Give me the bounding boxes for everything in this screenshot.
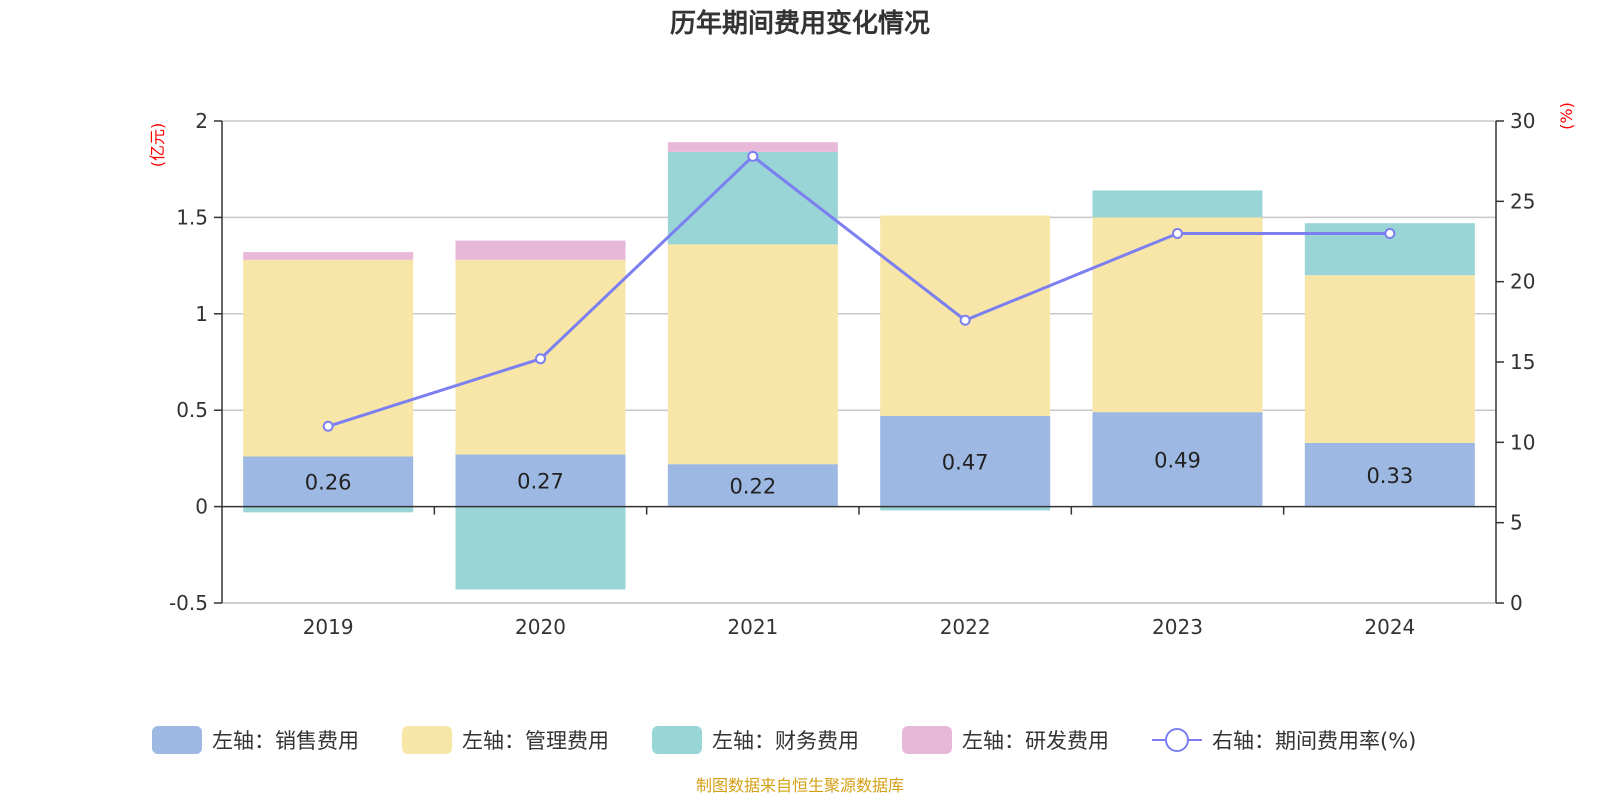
legend-label: 左轴：财务费用 — [712, 729, 859, 753]
legend-swatch — [652, 726, 702, 754]
left-axis-tick-label: 0 — [195, 495, 208, 519]
bar-segment — [455, 240, 626, 260]
rate-point — [535, 353, 546, 365]
left-axis-tick-label: 2 — [195, 109, 208, 133]
rate-point — [747, 150, 759, 162]
bar-segment — [1092, 412, 1263, 507]
bar-segment — [667, 142, 838, 152]
left-axis-unit: (亿元) — [148, 123, 167, 168]
legend-swatch — [902, 726, 952, 754]
right-axis-unit: (%) — [1557, 102, 1576, 130]
rate-line-path — [327, 154, 1390, 428]
x-axis-tick-label: 2019 — [303, 615, 354, 639]
data-label: 0.27 — [517, 470, 564, 494]
left-axis-tick-label: 1.5 — [176, 205, 208, 229]
bar-segment — [880, 415, 1051, 507]
legend-swatch — [152, 726, 202, 754]
right-axis-tick-label: 5 — [1510, 511, 1523, 535]
x-axis-tick-label: 2024 — [1364, 615, 1415, 639]
bar-segment — [455, 454, 626, 507]
rate-point — [959, 314, 971, 326]
rate-point — [1384, 227, 1396, 239]
source-note: 制图数据来自恒生聚源数据库 — [696, 776, 904, 795]
legend-label: 左轴：管理费用 — [462, 729, 609, 753]
left-axis-tick-label: -0.5 — [169, 591, 208, 615]
bar-segment — [667, 151, 838, 245]
bar-segment — [880, 506, 1051, 511]
data-label: 0.49 — [1154, 448, 1201, 472]
right-axis-tick-label: 25 — [1510, 189, 1535, 213]
legend-swatch — [402, 726, 452, 754]
legend-label: 左轴：研发费用 — [962, 729, 1109, 753]
bar-segment — [667, 244, 838, 465]
bar-segment — [1092, 190, 1263, 218]
right-axis-tick-label: 0 — [1510, 591, 1523, 615]
rate-line — [322, 150, 1396, 432]
data-label: 0.33 — [1366, 464, 1413, 488]
bar-segment — [455, 506, 626, 590]
gridlines — [222, 120, 1496, 604]
bar-segment — [243, 456, 414, 507]
x-axis-tick-label: 2020 — [515, 615, 566, 639]
bar-segment — [1092, 217, 1263, 413]
chart-title: 历年期间费用变化情况 — [670, 8, 930, 39]
x-axis-tick-label: 2022 — [940, 615, 991, 639]
legend-label: 左轴：销售费用 — [212, 729, 359, 753]
bar-segment — [243, 506, 414, 513]
left-axis-tick-label: 1 — [195, 302, 208, 326]
left-axis-tick-label: 0.5 — [176, 398, 208, 422]
rate-point — [1172, 227, 1183, 239]
data-label: 0.47 — [942, 450, 989, 474]
bar-segment — [243, 252, 414, 260]
right-axis-tick-label: 10 — [1510, 430, 1535, 454]
bars — [243, 142, 1475, 590]
legend: 左轴：销售费用 左轴：管理费用 左轴：财务费用 左轴：研发费用 右轴：期间费用率(%) — [152, 726, 1416, 754]
right-axis-tick-label: 30 — [1510, 109, 1535, 133]
right-axis-tick-label: 15 — [1510, 350, 1535, 374]
x-axis-tick-label: 2021 — [727, 615, 778, 639]
data-label: 0.22 — [729, 474, 776, 498]
bar-segment — [1304, 275, 1475, 443]
right-axis-tick-label: 20 — [1510, 270, 1535, 294]
bar-segment — [1304, 442, 1475, 507]
data-label: 0.26 — [305, 471, 352, 495]
legend-circle-swatch — [1165, 728, 1189, 752]
rate-point — [322, 420, 334, 432]
data-labels: 0.26 0.27 0.22 0.47 0.49 0.33 — [305, 448, 1413, 498]
bar-segment — [667, 464, 838, 507]
x-axis-tick-label: 2023 — [1152, 615, 1203, 639]
legend-label: 右轴：期间费用率(%) — [1212, 729, 1416, 753]
